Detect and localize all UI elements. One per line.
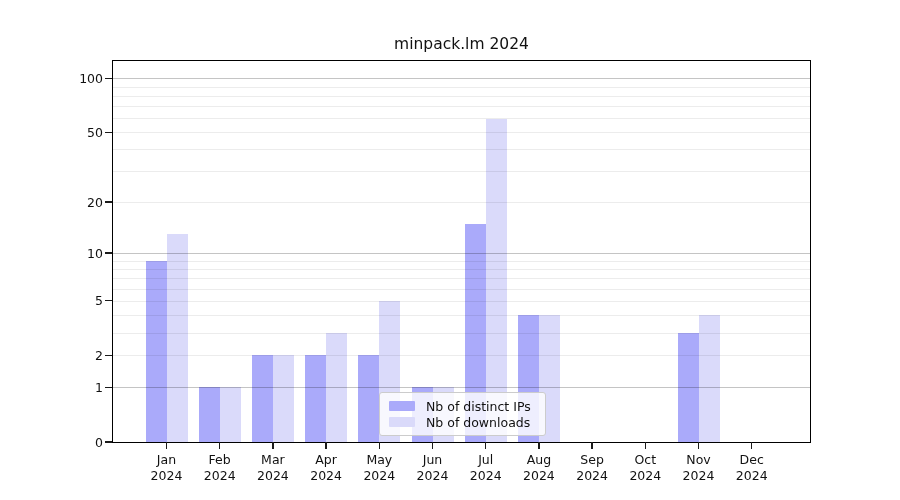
x-tick [751,442,752,449]
y-tick [105,201,112,202]
y-tick-label: 50 [51,124,103,141]
legend: Nb of distinct IPs Nb of downloads [379,392,546,436]
x-tick [591,442,592,449]
x-axis: Jan2024Feb2024Mar2024Apr2024May2024Jun20… [113,61,810,442]
x-tick-label: Dec2024 [720,452,784,483]
y-tick-label: 5 [51,292,103,309]
x-tick [325,442,326,449]
legend-item: Nb of downloads [389,415,536,430]
x-tick [538,442,539,449]
y-tick [105,300,112,301]
chart-figure: minpack.lm 2024 0125102050100 Jan2024Feb… [0,0,900,500]
legend-label: Nb of distinct IPs [426,399,531,414]
chart-title: minpack.lm 2024 [112,35,811,53]
plot-area: 0125102050100 Jan2024Feb2024Mar2024Apr20… [112,60,811,443]
y-tick-label: 0 [51,434,103,451]
legend-item: Nb of distinct IPs [389,399,536,414]
x-tick [272,442,273,449]
legend-label: Nb of downloads [426,415,530,430]
y-tick-label: 100 [51,70,103,87]
x-tick [379,442,380,449]
x-tick [645,442,646,449]
y-tick-label: 1 [51,379,103,396]
distinct-ips-swatch-icon [389,401,415,412]
y-tick [105,252,112,253]
y-tick [105,387,112,388]
x-tick [219,442,220,449]
x-tick [432,442,433,449]
x-tick [166,442,167,449]
y-tick-label: 20 [51,194,103,211]
y-tick [105,78,112,79]
y-tick-label: 2 [51,347,103,364]
y-tick-label: 10 [51,245,103,262]
downloads-swatch-icon [389,417,415,428]
x-tick [698,442,699,449]
x-tick [485,442,486,449]
y-tick [105,132,112,133]
y-tick [105,441,112,442]
y-tick [105,355,112,356]
